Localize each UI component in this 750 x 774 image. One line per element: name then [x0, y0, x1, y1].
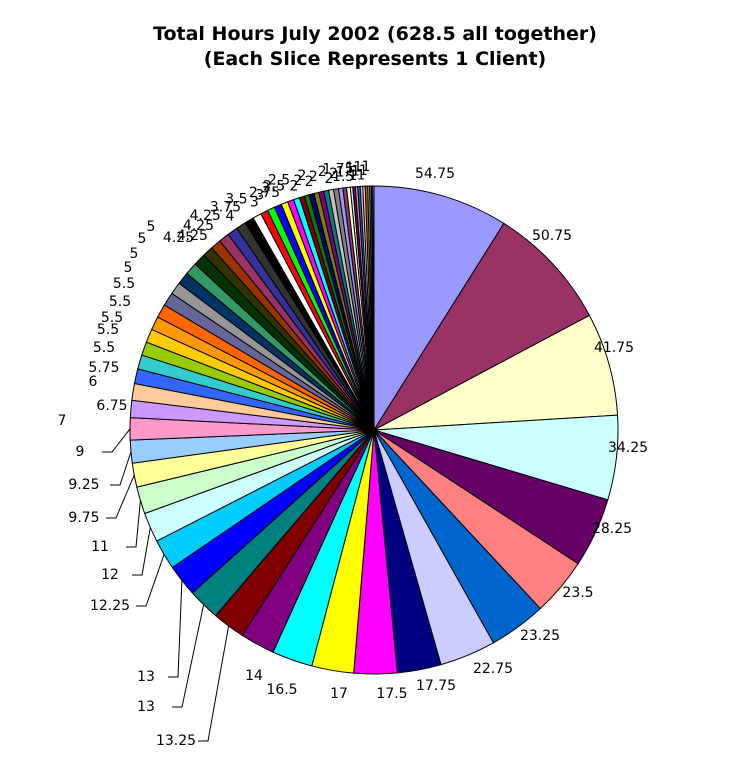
- slice-label-56: 1.75: [322, 162, 353, 178]
- slice-label-62: 1: [353, 160, 362, 176]
- leader-line-16: [136, 554, 165, 607]
- slice-label-6: 23.25: [520, 628, 560, 644]
- slice-label-7: 22.75: [473, 661, 513, 677]
- slice-label-45: 2.75: [249, 185, 280, 201]
- slice-label-61: 1: [351, 164, 360, 180]
- slice-label-57: 1.5: [332, 169, 354, 185]
- slice-label-34: 5: [147, 219, 156, 235]
- pie-slice-2: [373, 314, 619, 431]
- slice-label-27: 5.5: [97, 322, 119, 338]
- slice-label-17: 12: [101, 567, 119, 583]
- slice-label-29: 5.5: [109, 294, 131, 310]
- slice-label-33: 5: [138, 231, 147, 247]
- leader-line-21: [102, 428, 131, 453]
- slice-label-60: 1: [349, 168, 358, 184]
- slice-label-20: 9.25: [68, 477, 99, 493]
- pie-slices: [129, 185, 619, 675]
- pie-slice-0: [373, 185, 505, 432]
- slice-label-18: 11: [91, 539, 109, 555]
- slice-label-35: 4.25: [163, 230, 194, 246]
- slice-label-4: 28.25: [592, 521, 632, 537]
- slice-label-0: 54.75: [415, 166, 455, 182]
- slice-label-42: 3: [250, 194, 259, 210]
- slice-label-58: 1.5: [336, 164, 358, 180]
- slice-label-52: 2: [309, 169, 318, 185]
- slice-label-64: 1: [359, 163, 368, 179]
- slice-label-5: 23.5: [562, 585, 593, 601]
- chart-title: Total Hours July 2002 (628.5 all togethe…: [0, 22, 750, 72]
- slice-label-53: 2: [318, 164, 327, 180]
- slice-labels: 54.7550.7541.7534.2528.2523.523.2522.751…: [58, 159, 649, 749]
- leader-line-18: [126, 500, 141, 548]
- slice-label-2: 41.75: [594, 340, 634, 356]
- slice-label-9: 17.5: [376, 686, 407, 702]
- slice-label-22: 7: [58, 413, 67, 429]
- slice-label-44: 3: [261, 180, 270, 196]
- slice-label-31: 5: [124, 260, 133, 276]
- leader-line-15: [168, 580, 183, 678]
- slice-label-48: 2: [289, 178, 298, 194]
- slice-label-32: 5: [130, 246, 139, 262]
- slice-label-50: 2: [297, 168, 306, 184]
- slice-label-11: 16.5: [266, 682, 297, 698]
- slice-label-59: 1: [345, 160, 354, 176]
- slice-label-12: 14: [245, 668, 263, 684]
- slice-label-3: 34.25: [608, 440, 648, 456]
- leader-line-20: [110, 451, 132, 486]
- slice-label-38: 4.25: [190, 208, 221, 224]
- slice-label-14: 13: [137, 699, 155, 715]
- slice-label-24: 6: [89, 374, 98, 390]
- slice-label-10: 17: [330, 686, 348, 702]
- pie-slice-1: [372, 222, 591, 432]
- slice-label-49: 2: [293, 173, 302, 189]
- slice-label-13: 13.25: [156, 733, 196, 749]
- slice-label-30: 5.5: [113, 276, 135, 292]
- slice-label-55: 2: [329, 166, 338, 182]
- slice-label-47: 2.5: [268, 173, 290, 189]
- slice-label-26: 5.5: [93, 340, 115, 356]
- slice-label-41: 3.5: [225, 191, 247, 207]
- slice-label-1: 50.75: [532, 228, 572, 244]
- leader-lines: [102, 428, 230, 742]
- slice-label-36: 4.25: [177, 228, 208, 244]
- slice-label-51: 2: [305, 174, 314, 190]
- leader-line-17: [132, 527, 151, 576]
- slice-label-16: 12.25: [90, 598, 130, 614]
- slice-label-21: 9: [76, 444, 85, 460]
- chart-title-line1: Total Hours July 2002 (628.5 all togethe…: [153, 23, 597, 45]
- slice-label-65: 1: [361, 159, 370, 175]
- leader-line-14: [172, 604, 205, 708]
- slice-label-15: 13: [137, 669, 155, 685]
- chart-subtitle: (Each Slice Represents 1 Client): [203, 48, 547, 70]
- slice-label-54: 2: [325, 171, 334, 187]
- slice-label-37: 4.25: [183, 218, 214, 234]
- slice-label-23: 6.75: [96, 398, 127, 414]
- slice-label-40: 3.75: [210, 200, 241, 216]
- slice-label-43: 3: [255, 187, 264, 203]
- slice-label-63: 1: [356, 167, 365, 183]
- slice-label-25: 5.75: [88, 360, 119, 376]
- slice-label-19: 9.75: [68, 510, 99, 526]
- leader-line-13: [198, 625, 230, 742]
- slice-label-46: 2.5: [263, 179, 285, 195]
- pie-slice-69: [372, 185, 375, 431]
- slice-label-8: 17.75: [416, 678, 456, 694]
- slice-label-39: 4: [225, 208, 234, 224]
- leader-line-19: [106, 475, 135, 519]
- slice-label-28: 5.5: [101, 310, 123, 326]
